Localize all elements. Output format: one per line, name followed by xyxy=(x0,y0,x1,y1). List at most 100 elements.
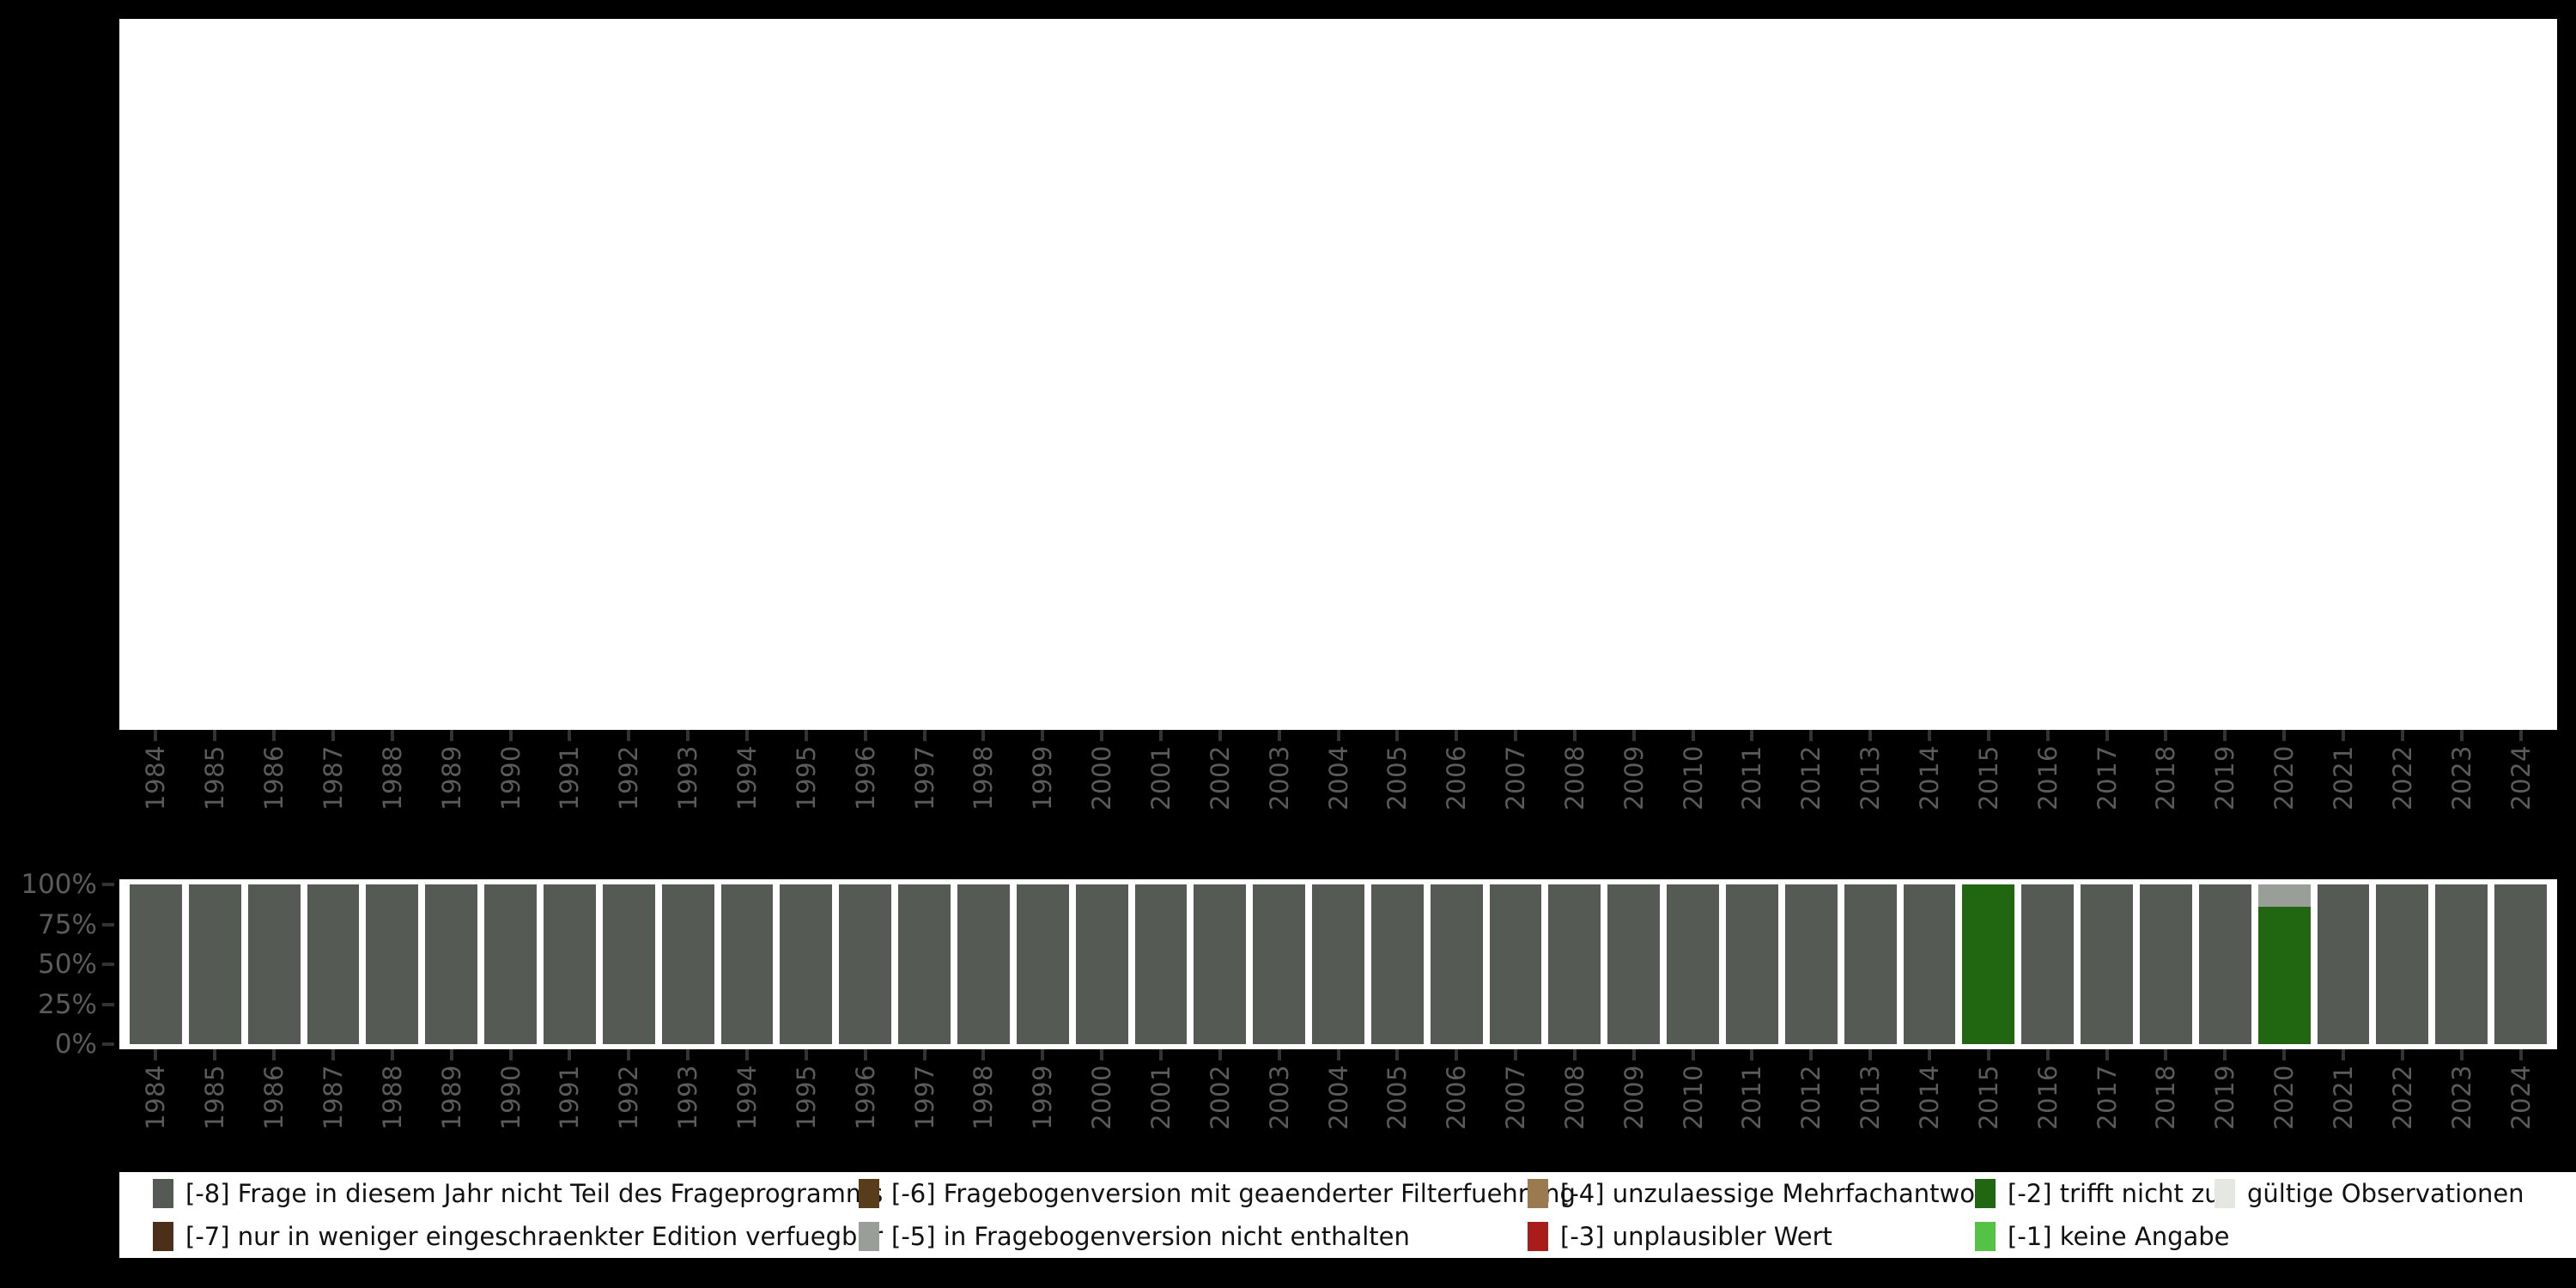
bar-2014[interactable] xyxy=(1903,884,1956,1044)
bar-1987[interactable] xyxy=(307,884,360,1044)
bar-1992[interactable] xyxy=(602,884,655,1044)
bottom-year-label-1988: 1988 xyxy=(377,1065,407,1130)
tick-mark xyxy=(1868,1049,1873,1060)
bar-1998[interactable] xyxy=(957,884,1010,1044)
tick-mark xyxy=(449,730,453,741)
bar-1986[interactable] xyxy=(247,884,301,1044)
bottom-year-label-2001: 2001 xyxy=(1145,1065,1176,1130)
bar-2001[interactable] xyxy=(1134,884,1188,1044)
bar-2008[interactable] xyxy=(1548,884,1601,1044)
legend-item-minus2[interactable]: [-2] trifft nicht zu xyxy=(1975,1172,2221,1215)
legend-item-minus3[interactable]: [-3] unplausibler Wert xyxy=(1528,1215,1832,1258)
bar-2007[interactable] xyxy=(1489,884,1542,1044)
tick-mark xyxy=(2400,1049,2404,1060)
bar-2003[interactable] xyxy=(1253,884,1306,1044)
bar-segment-1993--8 xyxy=(661,884,714,1044)
bar-segment-2016--8 xyxy=(2021,884,2075,1044)
upper-plot-panel xyxy=(119,19,2557,730)
legend-item-valid[interactable]: gültige Observationen xyxy=(2215,1172,2524,1215)
bar-1991[interactable] xyxy=(543,884,596,1044)
bar-segment-1996--8 xyxy=(839,884,892,1044)
legend-swatch-icon xyxy=(859,1179,879,1208)
y-axis-label-75: 75% xyxy=(38,908,97,940)
bar-1989[interactable] xyxy=(425,884,478,1044)
bar-2010[interactable] xyxy=(1667,884,1720,1044)
bar-1996[interactable] xyxy=(839,884,892,1044)
bar-2009[interactable] xyxy=(1607,884,1661,1044)
tick-mark xyxy=(2518,730,2523,741)
top-year-label-2021: 2021 xyxy=(2329,745,2358,811)
tick-mark xyxy=(1277,1049,1281,1060)
tick-mark xyxy=(1100,730,1104,741)
bar-2011[interactable] xyxy=(1726,884,1778,1044)
bar-1984[interactable] xyxy=(130,884,182,1044)
top-year-label-1991: 1991 xyxy=(555,745,585,811)
top-year-label-2004: 2004 xyxy=(1323,745,1353,811)
bottom-year-label-1992: 1992 xyxy=(614,1065,644,1130)
tick-mark xyxy=(1986,730,1990,741)
bar-2004[interactable] xyxy=(1312,884,1364,1044)
bar-2019[interactable] xyxy=(2198,884,2251,1044)
bar-1997[interactable] xyxy=(898,884,951,1044)
legend-swatch-icon xyxy=(2215,1179,2235,1208)
bar-1990[interactable] xyxy=(484,884,537,1044)
bottom-year-label-1985: 1985 xyxy=(200,1065,230,1130)
bottom-year-label-1984: 1984 xyxy=(141,1065,171,1130)
bar-1995[interactable] xyxy=(780,884,833,1044)
legend-item-minus5[interactable]: [-5] in Fragebogenversion nicht enthalte… xyxy=(859,1215,1410,1258)
tick-mark xyxy=(2045,730,2050,741)
bar-segment-1985--8 xyxy=(188,884,241,1044)
tick-mark xyxy=(390,730,394,741)
bar-2000[interactable] xyxy=(1075,884,1128,1044)
top-year-label-1985: 1985 xyxy=(200,745,230,811)
bar-segment-2017--8 xyxy=(2081,884,2133,1044)
bar-2006[interactable] xyxy=(1430,884,1483,1044)
bar-1993[interactable] xyxy=(661,884,714,1044)
tick-mark xyxy=(2223,730,2227,741)
bar-segment-2009--8 xyxy=(1607,884,1661,1044)
legend-item-minus6[interactable]: [-6] Fragebogenversion mit geaenderter F… xyxy=(859,1172,1576,1215)
bar-2005[interactable] xyxy=(1370,884,1424,1044)
bar-1988[interactable] xyxy=(366,884,419,1044)
tick-mark xyxy=(2223,1049,2227,1060)
bar-2024[interactable] xyxy=(2494,884,2547,1044)
tick-mark xyxy=(2164,730,2168,741)
bottom-year-label-2016: 2016 xyxy=(2032,1065,2063,1130)
bottom-year-label-1989: 1989 xyxy=(436,1065,466,1130)
bar-2017[interactable] xyxy=(2081,884,2133,1044)
bar-2012[interactable] xyxy=(1784,884,1838,1044)
legend-item-minus4[interactable]: [-4] unzulaessige Mehrfachantwort xyxy=(1528,1172,1995,1215)
bar-2013[interactable] xyxy=(1844,884,1897,1044)
bar-2022[interactable] xyxy=(2376,884,2429,1044)
tick-mark xyxy=(804,730,808,741)
bar-2015[interactable] xyxy=(1962,884,2015,1044)
bar-1994[interactable] xyxy=(720,884,774,1044)
top-year-label-1989: 1989 xyxy=(436,745,466,811)
bottom-year-label-2003: 2003 xyxy=(1264,1065,1294,1130)
legend-item-minus8[interactable]: [-8] Frage in diesem Jahr nicht Teil des… xyxy=(153,1172,883,1215)
bar-2020[interactable] xyxy=(2257,884,2311,1044)
bar-1999[interactable] xyxy=(1016,884,1069,1044)
bottom-year-label-1991: 1991 xyxy=(555,1065,585,1130)
legend-swatch-icon xyxy=(153,1179,173,1208)
tick-mark xyxy=(804,1049,808,1060)
bottom-year-label-2018: 2018 xyxy=(2151,1065,2181,1130)
tick-mark xyxy=(744,1049,749,1060)
bottom-year-label-2020: 2020 xyxy=(2269,1065,2300,1130)
bar-2002[interactable] xyxy=(1194,884,1247,1044)
tick-mark xyxy=(1336,730,1340,741)
tick-mark xyxy=(686,730,690,741)
bar-segment-1988--8 xyxy=(366,884,419,1044)
bar-2023[interactable] xyxy=(2435,884,2488,1044)
bar-1985[interactable] xyxy=(188,884,241,1044)
legend-item-minus7[interactable]: [-7] nur in weniger eingeschraenkter Edi… xyxy=(153,1215,883,1258)
top-year-label-1987: 1987 xyxy=(318,745,348,811)
bar-segment-2006--8 xyxy=(1430,884,1483,1044)
bar-2018[interactable] xyxy=(2140,884,2192,1044)
legend-item-minus1[interactable]: [-1] keine Angabe xyxy=(1975,1215,2230,1258)
bar-segment-2004--8 xyxy=(1312,884,1364,1044)
bar-2016[interactable] xyxy=(2021,884,2075,1044)
bar-2021[interactable] xyxy=(2317,884,2370,1044)
tick-mark xyxy=(1041,730,1045,741)
tick-mark xyxy=(1928,730,1932,741)
